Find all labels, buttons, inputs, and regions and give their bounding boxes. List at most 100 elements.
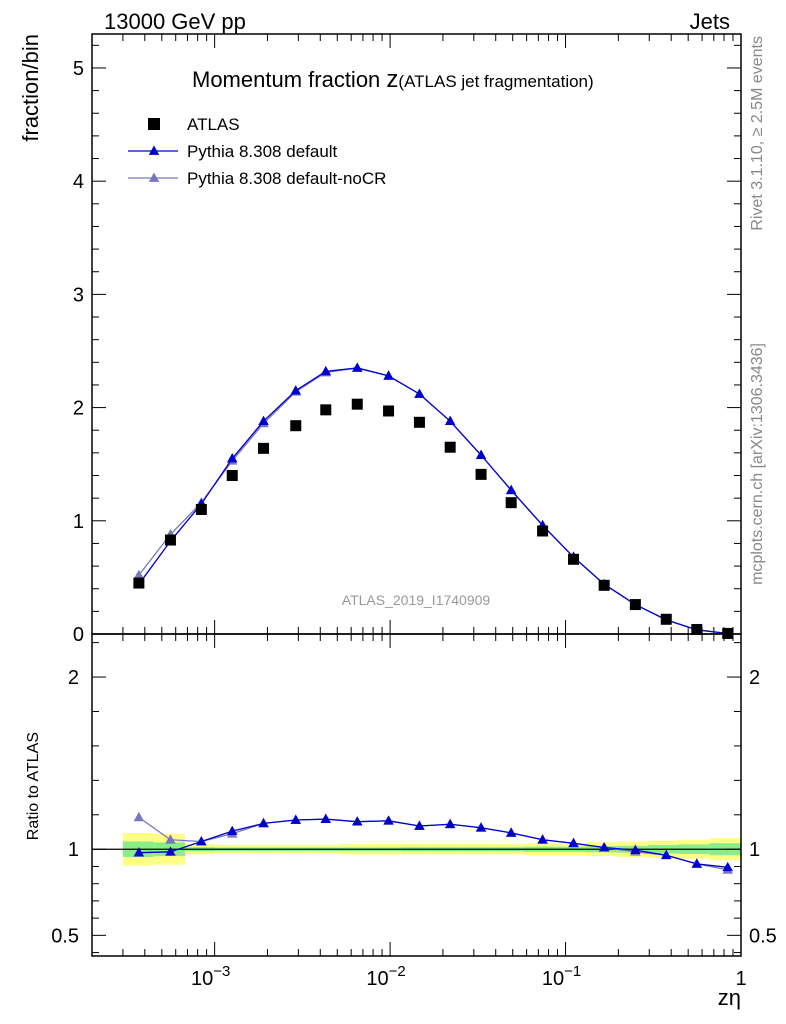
- series-marker-1: [258, 415, 269, 426]
- data-point: [537, 525, 549, 537]
- data-point: [413, 416, 425, 428]
- x-tick-label: 10−3: [191, 963, 230, 990]
- legend-marker-square: [148, 118, 160, 130]
- header-right-label: Jets: [690, 9, 730, 34]
- main-y-tick-label: 0: [73, 624, 84, 646]
- plot-title-subtitle: (ATLAS jet fragmentation): [398, 72, 593, 91]
- ratio-marker-1: [691, 858, 703, 868]
- x-tick-base: 10: [542, 968, 564, 990]
- ratio-uncertainty-band: [92, 832, 741, 866]
- data-point: [195, 503, 207, 515]
- main-y-tick-label: 4: [73, 171, 84, 193]
- plot-title: Momentum fraction z(ATLAS jet fragmentat…: [192, 66, 594, 93]
- ratio-marker-1: [537, 834, 548, 844]
- ratio-marker-1: [133, 847, 145, 857]
- data-point: [444, 441, 456, 453]
- ratio-line-1: [138, 818, 728, 868]
- ratio-y-tick-label: 1: [68, 839, 79, 861]
- x-axis-label: zη: [718, 985, 741, 1010]
- ratio-marker-1: [383, 815, 394, 825]
- x-tick-base: 1: [735, 968, 746, 990]
- main-series: [133, 362, 734, 639]
- main-y-axis-label: fraction/bin: [18, 34, 43, 142]
- data-point: [598, 579, 610, 591]
- ratio-marker-1: [444, 818, 456, 829]
- data-point: [133, 577, 145, 589]
- plot-title-main: Momentum fraction: [192, 67, 386, 92]
- legend-label: ATLAS: [187, 115, 240, 134]
- x-tick-exponent: −3: [213, 963, 230, 980]
- ratio-series: [133, 811, 733, 874]
- data-point: [475, 468, 487, 480]
- ratio-marker-1: [475, 822, 487, 832]
- series-marker-1: [475, 449, 487, 459]
- plot-title-variable: z: [386, 66, 398, 93]
- ratio-marker-1: [258, 817, 269, 828]
- ratio-ticks: [91, 634, 741, 956]
- legend-marker-triangle: [148, 172, 160, 182]
- x-tick-exponent: −2: [389, 963, 406, 980]
- rivet-label: Rivet 3.1.10, ≥ 2.5M events: [749, 36, 766, 231]
- data-point: [383, 405, 395, 417]
- ratio-y-axis-label: Ratio to ATLAS: [25, 732, 42, 840]
- ratio-y-tick-label-right: 2: [749, 667, 760, 689]
- series-marker-1: [227, 453, 238, 463]
- series-marker-2: [133, 569, 145, 579]
- ratio-marker-1: [505, 827, 517, 837]
- x-tick-label: 1: [735, 968, 746, 990]
- ratio-marker-1: [568, 837, 579, 848]
- data-point: [351, 398, 363, 410]
- x-tick-base: 10: [366, 968, 388, 990]
- data-point: [290, 420, 302, 432]
- data-point: [629, 599, 641, 611]
- legend-marker-triangle: [148, 145, 160, 155]
- data-point: [258, 442, 270, 454]
- ratio-marker-1: [196, 835, 207, 846]
- ratio-plot-frame: [91, 633, 742, 957]
- data-point: [691, 623, 703, 635]
- data-point: [567, 553, 579, 565]
- x-tick-label: 10−2: [366, 963, 405, 990]
- analysis-watermark: ATLAS_2019_I1740909: [342, 592, 491, 608]
- ratio-marker-1: [320, 813, 332, 823]
- legend-label: Pythia 8.308 default-noCR: [187, 169, 386, 188]
- x-tick-exponent: −1: [564, 963, 581, 980]
- data-point: [320, 404, 332, 416]
- main-y-tick-label: 5: [73, 58, 84, 80]
- ratio-marker-1: [630, 844, 641, 854]
- ratio-marker-1: [165, 846, 176, 856]
- ratio-marker-1: [661, 849, 672, 860]
- data-point: [660, 613, 672, 625]
- data-point: [164, 534, 176, 546]
- main-y-tick-label: 1: [73, 511, 84, 533]
- data-point: [505, 497, 517, 509]
- ratio-marker-1: [227, 825, 238, 836]
- ratio-marker-2: [133, 811, 145, 822]
- ratio-marker-1: [290, 814, 301, 824]
- ratio-marker-2: [165, 834, 176, 844]
- legend-label: Pythia 8.308 default: [187, 142, 338, 161]
- legend: ATLAS Pythia 8.308 default Pythia 8.308 de…: [128, 115, 386, 188]
- x-tick-base: 10: [191, 968, 213, 990]
- mcplots-label: mcplots.cern.ch [arXiv:1306.3436]: [749, 343, 766, 585]
- ratio-marker-1: [414, 820, 425, 830]
- ratio-y-tick-label: 0.5: [51, 925, 79, 947]
- data-point: [226, 470, 238, 482]
- ratio-y-tick-label-right: 1: [749, 839, 760, 861]
- x-tick-label: 10−1: [542, 963, 581, 990]
- series-marker-1: [505, 484, 517, 495]
- series-marker-1: [320, 365, 332, 376]
- main-y-tick-label: 3: [73, 284, 84, 306]
- ratio-marker-1: [598, 842, 610, 852]
- header-left-label: 13000 GeV pp: [104, 9, 246, 34]
- ratio-y-tick-label: 2: [68, 667, 79, 689]
- series-marker-1: [414, 388, 425, 398]
- ratio-marker-1: [352, 816, 363, 826]
- ratio-y-tick-label-right: 0.5: [749, 925, 777, 947]
- series-marker-1: [290, 385, 301, 395]
- series-marker-1: [352, 362, 363, 372]
- ratio-marker-1: [722, 861, 733, 872]
- series-marker-1: [444, 415, 456, 426]
